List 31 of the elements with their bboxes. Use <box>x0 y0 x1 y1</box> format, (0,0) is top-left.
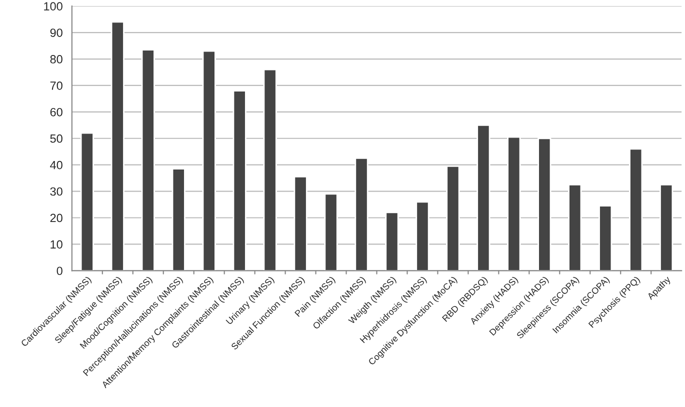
bar <box>598 205 612 271</box>
bar <box>294 176 308 271</box>
bar <box>80 132 94 271</box>
y-tick-label: 10 <box>50 240 62 249</box>
y-tick-label: 20 <box>50 214 62 222</box>
bar <box>385 212 399 271</box>
y-tick-label: 100 <box>44 2 62 10</box>
bar <box>232 90 246 271</box>
bar <box>324 193 338 271</box>
bar <box>507 136 521 271</box>
bar <box>202 50 216 271</box>
bar <box>568 184 582 271</box>
bar <box>416 201 430 271</box>
y-tick-label: 70 <box>50 82 62 90</box>
y-tick-label: 0 <box>56 266 62 276</box>
y-tick-label: 90 <box>50 28 62 37</box>
bar <box>476 124 490 271</box>
bar <box>263 68 277 271</box>
y-tick-label: 80 <box>50 55 62 64</box>
bar <box>110 21 124 271</box>
y-tick-label: 50 <box>50 134 62 143</box>
bar <box>660 184 674 271</box>
bar <box>172 168 186 271</box>
bar <box>354 158 368 271</box>
y-tick-label: 30 <box>50 187 62 196</box>
y-tick-label: 40 <box>50 160 62 170</box>
bar <box>629 148 643 271</box>
y-tick-label: 60 <box>50 108 62 116</box>
bar <box>538 138 552 271</box>
bar <box>446 165 460 271</box>
bar <box>141 49 155 271</box>
